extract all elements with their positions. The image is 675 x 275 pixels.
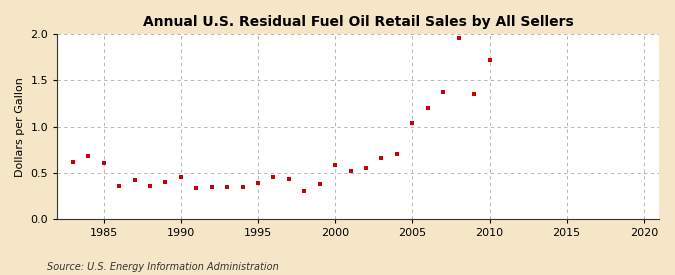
Point <box>376 156 387 160</box>
Point <box>423 106 433 110</box>
Point <box>160 180 171 184</box>
Point <box>237 185 248 189</box>
Point <box>468 92 479 97</box>
Point <box>83 154 94 158</box>
Point <box>221 185 232 189</box>
Point <box>284 177 294 182</box>
Point <box>176 174 186 179</box>
Point <box>252 181 263 185</box>
Point <box>299 189 310 194</box>
Point <box>315 182 325 186</box>
Point <box>484 58 495 62</box>
Point <box>99 160 109 165</box>
Point <box>113 183 124 188</box>
Title: Annual U.S. Residual Fuel Oil Retail Sales by All Sellers: Annual U.S. Residual Fuel Oil Retail Sal… <box>143 15 574 29</box>
Point <box>207 185 217 189</box>
Point <box>129 178 140 182</box>
Point <box>453 36 464 40</box>
Y-axis label: Dollars per Gallon: Dollars per Gallon <box>15 77 25 177</box>
Point <box>438 89 449 94</box>
Text: Source: U.S. Energy Information Administration: Source: U.S. Energy Information Administ… <box>47 262 279 272</box>
Point <box>360 166 371 170</box>
Point <box>68 160 78 164</box>
Point <box>191 185 202 190</box>
Point <box>407 121 418 125</box>
Point <box>345 169 356 173</box>
Point <box>392 152 402 156</box>
Point <box>268 175 279 180</box>
Point <box>144 183 155 188</box>
Point <box>330 162 341 167</box>
